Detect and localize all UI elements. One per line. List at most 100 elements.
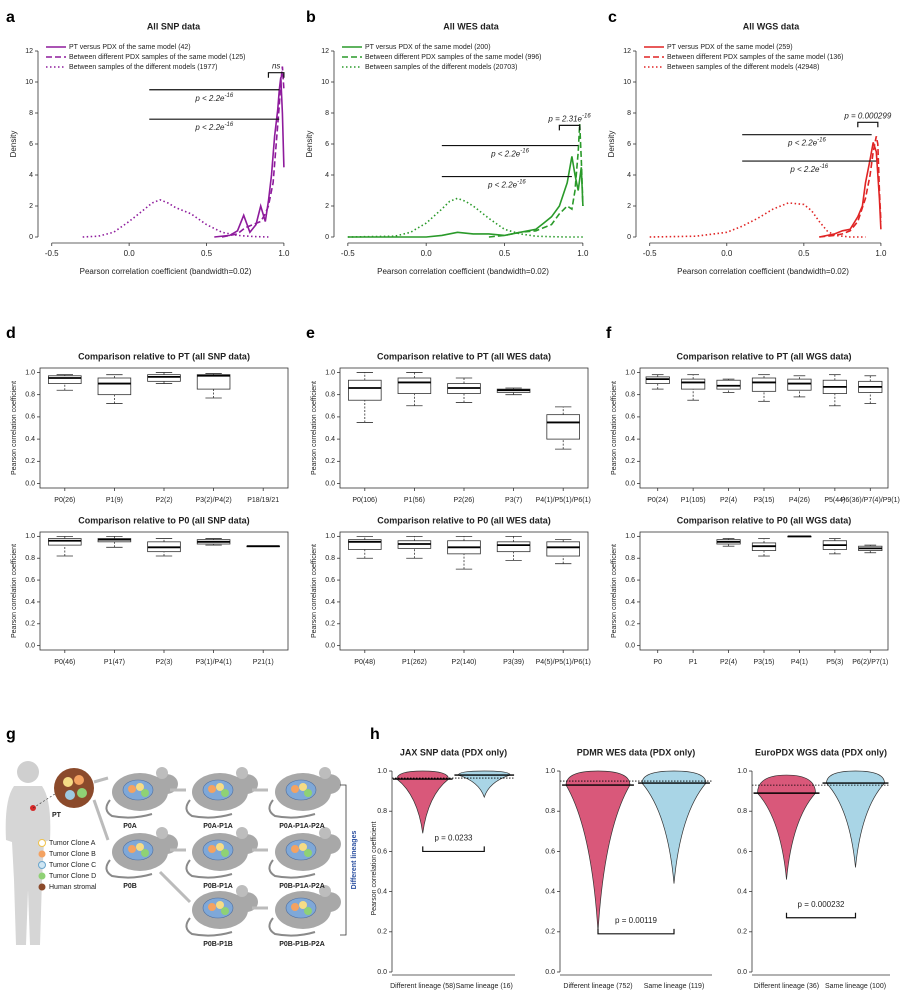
legend-label: PT versus PDX of the same model (200) [365, 44, 491, 51]
violin [757, 774, 816, 880]
box [787, 378, 812, 391]
annotation-text: p < 2.2e [487, 181, 518, 190]
x-tick-label: -0.5 [45, 249, 59, 258]
box [97, 377, 132, 396]
mouse [105, 766, 179, 819]
y-tick-label: 0.0 [377, 969, 387, 976]
y-axis-label: Pearson correlation coefficient [371, 821, 378, 915]
annotation: p < 2.2e-16 [487, 179, 526, 190]
box [546, 541, 580, 557]
plot-frame [39, 367, 289, 489]
x-tick-label: P1(262) [402, 659, 427, 666]
human-body [5, 786, 51, 945]
y-tick-label: 0.4 [625, 599, 635, 606]
panel-label: f [606, 325, 612, 342]
box [196, 374, 231, 390]
bracket [597, 928, 675, 935]
x-tick-label: P2(4) [720, 659, 737, 666]
annotation-sup: -16 [520, 148, 529, 154]
density-line [819, 142, 882, 238]
chart-title: EuroPDX WGS data (PDX only) [755, 747, 887, 757]
density-line [214, 77, 285, 238]
x-tick-label: P1 [689, 659, 698, 666]
y-axis-label: Pearson correlation coefficient [11, 381, 18, 475]
annotation-sup: -16 [582, 113, 591, 119]
x-tick-label: P1(9) [106, 497, 123, 504]
mouse [268, 884, 342, 937]
legend-label: Between samples of the different models … [667, 64, 819, 71]
node-label: P0B-P1B-P2A [279, 941, 325, 948]
y-tick-label: 0.0 [737, 969, 747, 976]
panel-label: g [6, 726, 16, 743]
x-tick-label: P0(26) [54, 497, 75, 504]
bracket [857, 121, 879, 128]
y-tick-label: 2 [627, 203, 631, 210]
y-tick-label: 4 [325, 172, 329, 179]
box [681, 378, 706, 390]
x-tick-label: Different lineage (36) [754, 983, 819, 990]
node-label: P0B-P1A-P2A [279, 883, 325, 890]
annotation: p = 2.31e-16 [547, 113, 591, 124]
x-tick-label: P3(1)/P4(1) [196, 659, 232, 666]
y-tick-label: 1.0 [325, 533, 335, 540]
y-tick-label: 0.6 [325, 577, 335, 584]
legend-label: Tumor Clone C [49, 862, 96, 869]
y-tick-label: 0.0 [545, 969, 555, 976]
y-tick-label: 0.8 [325, 392, 335, 399]
y-tick-label: 0.8 [625, 555, 635, 562]
x-tick-label: 1.0 [875, 249, 887, 258]
box [397, 377, 432, 394]
x-axis-label: Pearson correlation coefficient (bandwid… [377, 267, 549, 276]
panel-label: a [6, 9, 15, 26]
y-axis-label: Density [607, 131, 616, 158]
y-tick-label: 0.8 [25, 555, 35, 562]
x-tick-label: P0(24) [647, 497, 668, 504]
arrow [158, 870, 192, 904]
violin [641, 770, 707, 884]
annotation-sup: -16 [819, 164, 828, 170]
lineage-bracket [340, 784, 347, 936]
y-axis-label: Pearson correlation coefficient [611, 381, 618, 475]
y-tick-label: 10 [25, 79, 33, 86]
legend-swatch [38, 872, 46, 880]
mouse [185, 826, 259, 879]
y-tick-label: 0.0 [325, 642, 335, 649]
y-tick-label: 0.2 [377, 929, 387, 936]
y-tick-label: 1.0 [25, 533, 35, 540]
annotation-text: ns [272, 62, 280, 71]
y-tick-label: 0.6 [545, 848, 555, 855]
y-tick-label: 0.4 [25, 436, 35, 443]
annotation-text: p = 2.31e [547, 115, 582, 124]
density-line [82, 198, 269, 238]
y-tick-label: 0.0 [625, 480, 635, 487]
x-tick-label: P0(106) [352, 497, 377, 504]
y-tick-label: 0.4 [625, 436, 635, 443]
panel-label: c [608, 9, 617, 26]
violin [396, 770, 449, 834]
annotation: p < 2.2e-16 [194, 122, 233, 133]
legend-label: Between different PDX samples of the sam… [667, 54, 844, 61]
box [147, 374, 181, 382]
x-tick-label: 0.5 [798, 249, 810, 258]
y-tick-label: 12 [623, 48, 631, 55]
y-tick-label: 0.4 [377, 888, 387, 895]
x-tick-label: P3(7) [505, 497, 522, 504]
y-tick-label: 0.2 [737, 929, 747, 936]
y-tick-label: 0.2 [25, 621, 35, 628]
y-tick-label: 1.0 [377, 768, 387, 775]
x-tick-label: P0(46) [54, 659, 75, 666]
y-tick-label: 12 [321, 48, 329, 55]
human-head [17, 761, 39, 783]
legend-swatch [38, 850, 46, 858]
legend-label: Tumor Clone A [49, 840, 96, 847]
x-tick-label: P1(47) [104, 659, 125, 666]
panel-label: e [306, 325, 315, 342]
y-tick-label: 6 [627, 141, 631, 148]
x-tick-label: P4(5)/P5(1)/P6(1) [536, 659, 591, 666]
y-tick-label: 0.2 [545, 929, 555, 936]
diagram: PT P0A P0A-P1A P0A-P1A-P2A P0B P0B-P1A P… [5, 761, 358, 948]
chart-title: PDMR WES data (PDX only) [577, 747, 696, 757]
y-tick-label: 0.0 [25, 642, 35, 649]
y-tick-label: 0.2 [25, 458, 35, 465]
